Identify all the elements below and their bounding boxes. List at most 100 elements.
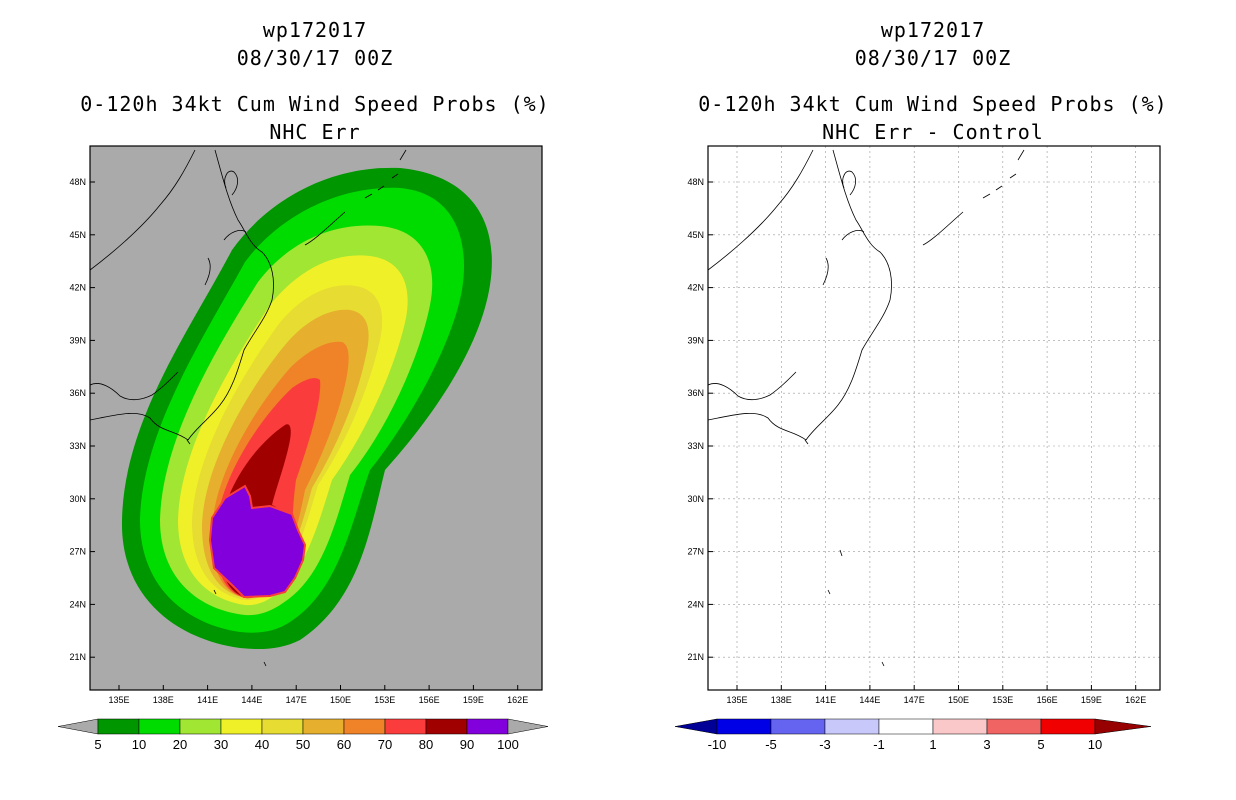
- lat-tick-label: 24N: [687, 599, 704, 609]
- colorbar-label: 5: [1037, 737, 1044, 752]
- colorbar-label: -1: [873, 737, 885, 752]
- colorbar-label: 3: [983, 737, 990, 752]
- lat-tick-label: 21N: [687, 652, 704, 662]
- colorbar-label: 5: [94, 737, 101, 752]
- right-colorbar: -10 -5 -3 -1 1 3 5 10: [674, 718, 1152, 752]
- left-subtitle: NHC Err: [269, 120, 361, 144]
- colorbar-box: [97, 718, 140, 735]
- right-coastlines: [708, 149, 1025, 667]
- colorbar-start-triangle: [57, 718, 99, 735]
- colorbar-label: 60: [337, 737, 351, 752]
- colorbar-box: [220, 718, 263, 735]
- lon-tick-label: 159E: [1081, 695, 1102, 705]
- colorbar-box: [384, 718, 427, 735]
- right-subtitle: NHC Err - Control: [822, 120, 1044, 144]
- right-lat-ticks: 48N 45N 42N 39N 36N 33N 30N 27N 24N 21N: [687, 177, 713, 662]
- lat-tick-label: 39N: [69, 335, 86, 345]
- colorbar-label: 30: [214, 737, 228, 752]
- lon-tick-label: 153E: [992, 695, 1013, 705]
- right-storm-id: wp172017: [880, 18, 986, 42]
- colorbar-box: [179, 718, 222, 735]
- lat-tick-label: 24N: [69, 599, 86, 609]
- left-coastlines: [90, 149, 407, 667]
- lon-tick-label: 156E: [419, 695, 440, 705]
- lat-tick-label: 27N: [687, 547, 704, 557]
- lon-tick-label: 144E: [241, 695, 262, 705]
- colorbar-box: [878, 718, 934, 735]
- lat-tick-label: 33N: [69, 441, 86, 451]
- colorbar-label: 1: [929, 737, 936, 752]
- lon-tick-label: 141E: [815, 695, 836, 705]
- colorbar-box: [770, 718, 826, 735]
- lon-tick-label: 153E: [374, 695, 395, 705]
- lon-tick-label: 159E: [463, 695, 484, 705]
- colorbar-box: [138, 718, 181, 735]
- lat-tick-label: 36N: [687, 388, 704, 398]
- colorbar-label: -10: [708, 737, 727, 752]
- lon-tick-label: 162E: [1125, 695, 1146, 705]
- lon-tick-label: 138E: [153, 695, 174, 705]
- left-lon-ticks: 135E 138E 141E 144E 147E 150E 153E 156E 159E 162E: [108, 685, 528, 705]
- left-map-frame: [89, 145, 543, 691]
- colorbar-start-triangle: [674, 718, 718, 735]
- colorbar-label: 100: [497, 737, 519, 752]
- right-map-background: [708, 146, 1160, 690]
- colorbar-end-triangle: [507, 718, 549, 735]
- left-colorbar: 5 10 20 30 40 50 60 70 80 90 100: [57, 718, 549, 752]
- colorbar-label: 50: [296, 737, 310, 752]
- contour-90: [208, 484, 307, 599]
- right-map-frame: [707, 145, 1161, 691]
- lat-tick-label: 33N: [687, 441, 704, 451]
- lat-tick-label: 48N: [687, 177, 704, 187]
- colorbar-box: [932, 718, 988, 735]
- lat-tick-label: 45N: [69, 230, 86, 240]
- colorbar-label: 70: [378, 737, 392, 752]
- lon-tick-label: 156E: [1037, 695, 1058, 705]
- colorbar-label: 80: [419, 737, 433, 752]
- left-probability-contours: [90, 149, 492, 667]
- colorbar-label: 10: [1088, 737, 1102, 752]
- lat-tick-label: 42N: [687, 283, 704, 293]
- lon-tick-label: 135E: [726, 695, 747, 705]
- colorbar-label: -5: [765, 737, 777, 752]
- lat-tick-label: 39N: [687, 335, 704, 345]
- colorbar-box: [716, 718, 772, 735]
- lat-tick-label: 21N: [69, 652, 86, 662]
- lat-tick-label: 27N: [69, 547, 86, 557]
- right-lon-ticks: 135E 138E 141E 144E 147E 150E 153E 156E 159E 162E: [726, 685, 1146, 705]
- colorbar-label: 90: [460, 737, 474, 752]
- colorbar-box: [261, 718, 304, 735]
- lon-tick-label: 135E: [108, 695, 129, 705]
- left-storm-id: wp172017: [262, 18, 368, 42]
- lon-tick-label: 144E: [859, 695, 880, 705]
- lat-tick-label: 42N: [69, 283, 86, 293]
- left-product-title: 0-120h 34kt Cum Wind Speed Probs (%): [80, 92, 550, 116]
- right-gridlines: [708, 146, 1160, 690]
- lon-tick-label: 162E: [507, 695, 528, 705]
- colorbar-label: 40: [255, 737, 269, 752]
- colorbar-box: [343, 718, 386, 735]
- lat-tick-label: 36N: [69, 388, 86, 398]
- lon-tick-label: 141E: [197, 695, 218, 705]
- right-datetime: 08/30/17 00Z: [854, 46, 1012, 70]
- left-lat-ticks: 48N 45N 42N 39N 36N 33N 30N 27N 24N 21N: [69, 177, 95, 662]
- colorbar-box: [466, 718, 509, 735]
- lon-tick-label: 147E: [904, 695, 925, 705]
- lon-tick-label: 147E: [286, 695, 307, 705]
- right-product-title: 0-120h 34kt Cum Wind Speed Probs (%): [698, 92, 1168, 116]
- lat-tick-label: 45N: [687, 230, 704, 240]
- colorbar-label: -3: [819, 737, 831, 752]
- colorbar-label: 10: [132, 737, 146, 752]
- colorbar-box: [302, 718, 345, 735]
- lat-tick-label: 30N: [687, 494, 704, 504]
- colorbar-box: [1040, 718, 1096, 735]
- lon-tick-label: 150E: [330, 695, 351, 705]
- colorbar-end-triangle: [1094, 718, 1152, 735]
- colorbar-box: [425, 718, 468, 735]
- lat-tick-label: 30N: [69, 494, 86, 504]
- lon-tick-label: 150E: [948, 695, 969, 705]
- colorbar-box: [986, 718, 1042, 735]
- lon-tick-label: 138E: [771, 695, 792, 705]
